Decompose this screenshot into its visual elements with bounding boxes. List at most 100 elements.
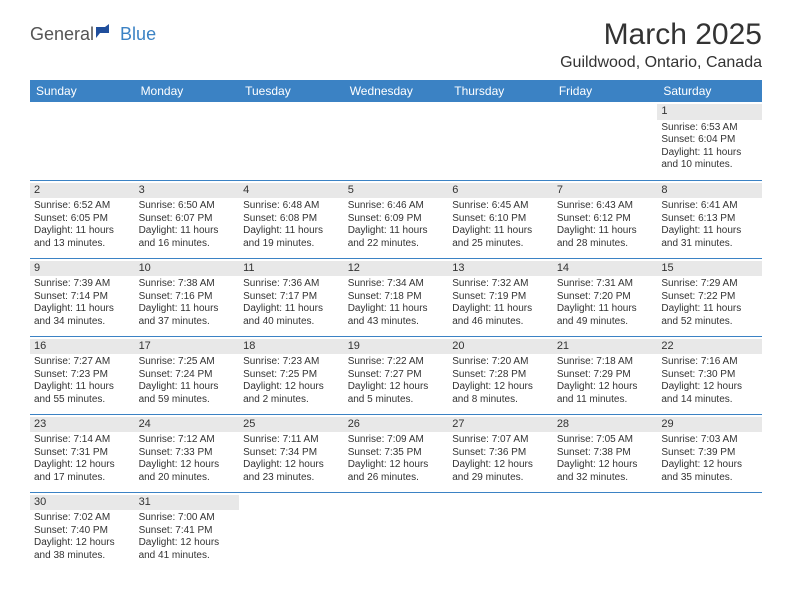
calendar-cell: 8Sunrise: 6:41 AMSunset: 6:13 PMDaylight… xyxy=(657,180,762,258)
day-details: Sunrise: 7:05 AMSunset: 7:38 PMDaylight:… xyxy=(557,434,654,484)
day-number: 7 xyxy=(553,183,658,199)
calendar-cell: 23Sunrise: 7:14 AMSunset: 7:31 PMDayligh… xyxy=(30,414,135,492)
day-details: Sunrise: 7:14 AMSunset: 7:31 PMDaylight:… xyxy=(34,434,131,484)
day-details: Sunrise: 7:23 AMSunset: 7:25 PMDaylight:… xyxy=(243,356,340,406)
day-details: Sunrise: 7:39 AMSunset: 7:14 PMDaylight:… xyxy=(34,278,131,328)
calendar-cell: 30Sunrise: 7:02 AMSunset: 7:40 PMDayligh… xyxy=(30,492,135,570)
calendar-cell: 10Sunrise: 7:38 AMSunset: 7:16 PMDayligh… xyxy=(135,258,240,336)
calendar-cell: 11Sunrise: 7:36 AMSunset: 7:17 PMDayligh… xyxy=(239,258,344,336)
day-details: Sunrise: 7:09 AMSunset: 7:35 PMDaylight:… xyxy=(348,434,445,484)
calendar-week: 23Sunrise: 7:14 AMSunset: 7:31 PMDayligh… xyxy=(30,414,762,492)
logo-text-general: General xyxy=(30,24,94,45)
day-number: 10 xyxy=(135,261,240,277)
day-header: Wednesday xyxy=(344,80,449,102)
calendar-cell: 14Sunrise: 7:31 AMSunset: 7:20 PMDayligh… xyxy=(553,258,658,336)
calendar-cell: 7Sunrise: 6:43 AMSunset: 6:12 PMDaylight… xyxy=(553,180,658,258)
calendar-cell: 9Sunrise: 7:39 AMSunset: 7:14 PMDaylight… xyxy=(30,258,135,336)
calendar-cell: 22Sunrise: 7:16 AMSunset: 7:30 PMDayligh… xyxy=(657,336,762,414)
day-details: Sunrise: 7:07 AMSunset: 7:36 PMDaylight:… xyxy=(452,434,549,484)
day-details: Sunrise: 7:25 AMSunset: 7:24 PMDaylight:… xyxy=(139,356,236,406)
logo: General Blue xyxy=(30,18,156,45)
page-header: General Blue March 2025 Guildwood, Ontar… xyxy=(30,18,762,72)
day-details: Sunrise: 6:46 AMSunset: 6:09 PMDaylight:… xyxy=(348,200,445,250)
day-header: Thursday xyxy=(448,80,553,102)
day-details: Sunrise: 6:48 AMSunset: 6:08 PMDaylight:… xyxy=(243,200,340,250)
day-details: Sunrise: 7:02 AMSunset: 7:40 PMDaylight:… xyxy=(34,512,131,562)
calendar-cell: 2Sunrise: 6:52 AMSunset: 6:05 PMDaylight… xyxy=(30,180,135,258)
day-number: 8 xyxy=(657,183,762,199)
day-details: Sunrise: 7:03 AMSunset: 7:39 PMDaylight:… xyxy=(661,434,758,484)
day-details: Sunrise: 7:12 AMSunset: 7:33 PMDaylight:… xyxy=(139,434,236,484)
day-number: 11 xyxy=(239,261,344,277)
calendar-cell: 18Sunrise: 7:23 AMSunset: 7:25 PMDayligh… xyxy=(239,336,344,414)
day-details: Sunrise: 7:32 AMSunset: 7:19 PMDaylight:… xyxy=(452,278,549,328)
calendar-cell: 26Sunrise: 7:09 AMSunset: 7:35 PMDayligh… xyxy=(344,414,449,492)
day-details: Sunrise: 7:36 AMSunset: 7:17 PMDaylight:… xyxy=(243,278,340,328)
calendar-week: 30Sunrise: 7:02 AMSunset: 7:40 PMDayligh… xyxy=(30,492,762,570)
flag-icon xyxy=(96,24,118,45)
calendar-cell: 16Sunrise: 7:27 AMSunset: 7:23 PMDayligh… xyxy=(30,336,135,414)
day-number: 26 xyxy=(344,417,449,433)
day-number: 20 xyxy=(448,339,553,355)
day-details: Sunrise: 7:16 AMSunset: 7:30 PMDaylight:… xyxy=(661,356,758,406)
day-number: 12 xyxy=(344,261,449,277)
calendar-cell: 17Sunrise: 7:25 AMSunset: 7:24 PMDayligh… xyxy=(135,336,240,414)
calendar-cell: 27Sunrise: 7:07 AMSunset: 7:36 PMDayligh… xyxy=(448,414,553,492)
day-details: Sunrise: 6:52 AMSunset: 6:05 PMDaylight:… xyxy=(34,200,131,250)
calendar-cell xyxy=(344,492,449,570)
day-number: 29 xyxy=(657,417,762,433)
day-number: 6 xyxy=(448,183,553,199)
day-number: 28 xyxy=(553,417,658,433)
day-details: Sunrise: 7:29 AMSunset: 7:22 PMDaylight:… xyxy=(661,278,758,328)
calendar-cell: 4Sunrise: 6:48 AMSunset: 6:08 PMDaylight… xyxy=(239,180,344,258)
month-title: March 2025 xyxy=(560,18,762,52)
day-number: 19 xyxy=(344,339,449,355)
calendar-cell xyxy=(553,102,658,180)
calendar-cell xyxy=(344,102,449,180)
calendar-cell xyxy=(448,102,553,180)
day-details: Sunrise: 6:50 AMSunset: 6:07 PMDaylight:… xyxy=(139,200,236,250)
day-number: 31 xyxy=(135,495,240,511)
calendar-page: General Blue March 2025 Guildwood, Ontar… xyxy=(0,0,792,580)
calendar-week: 16Sunrise: 7:27 AMSunset: 7:23 PMDayligh… xyxy=(30,336,762,414)
calendar-cell xyxy=(553,492,658,570)
calendar-cell: 29Sunrise: 7:03 AMSunset: 7:39 PMDayligh… xyxy=(657,414,762,492)
day-number: 2 xyxy=(30,183,135,199)
day-number: 18 xyxy=(239,339,344,355)
day-number: 24 xyxy=(135,417,240,433)
calendar-cell: 15Sunrise: 7:29 AMSunset: 7:22 PMDayligh… xyxy=(657,258,762,336)
day-number: 25 xyxy=(239,417,344,433)
logo-text-blue: Blue xyxy=(120,24,156,45)
day-number: 22 xyxy=(657,339,762,355)
day-details: Sunrise: 7:11 AMSunset: 7:34 PMDaylight:… xyxy=(243,434,340,484)
day-number: 13 xyxy=(448,261,553,277)
calendar-cell: 24Sunrise: 7:12 AMSunset: 7:33 PMDayligh… xyxy=(135,414,240,492)
calendar-cell: 28Sunrise: 7:05 AMSunset: 7:38 PMDayligh… xyxy=(553,414,658,492)
calendar-cell: 3Sunrise: 6:50 AMSunset: 6:07 PMDaylight… xyxy=(135,180,240,258)
day-number: 5 xyxy=(344,183,449,199)
day-header: Friday xyxy=(553,80,658,102)
calendar-cell xyxy=(135,102,240,180)
day-details: Sunrise: 6:53 AMSunset: 6:04 PMDaylight:… xyxy=(661,122,758,172)
day-details: Sunrise: 7:34 AMSunset: 7:18 PMDaylight:… xyxy=(348,278,445,328)
day-number: 21 xyxy=(553,339,658,355)
calendar-cell xyxy=(239,492,344,570)
calendar-cell xyxy=(239,102,344,180)
day-header: Tuesday xyxy=(239,80,344,102)
calendar-body: 1Sunrise: 6:53 AMSunset: 6:04 PMDaylight… xyxy=(30,102,762,570)
calendar-cell: 12Sunrise: 7:34 AMSunset: 7:18 PMDayligh… xyxy=(344,258,449,336)
calendar-cell: 6Sunrise: 6:45 AMSunset: 6:10 PMDaylight… xyxy=(448,180,553,258)
calendar-cell: 19Sunrise: 7:22 AMSunset: 7:27 PMDayligh… xyxy=(344,336,449,414)
calendar-cell xyxy=(448,492,553,570)
day-details: Sunrise: 6:45 AMSunset: 6:10 PMDaylight:… xyxy=(452,200,549,250)
calendar-cell: 5Sunrise: 6:46 AMSunset: 6:09 PMDaylight… xyxy=(344,180,449,258)
calendar-cell: 21Sunrise: 7:18 AMSunset: 7:29 PMDayligh… xyxy=(553,336,658,414)
day-details: Sunrise: 7:31 AMSunset: 7:20 PMDaylight:… xyxy=(557,278,654,328)
day-header: Sunday xyxy=(30,80,135,102)
calendar-cell: 20Sunrise: 7:20 AMSunset: 7:28 PMDayligh… xyxy=(448,336,553,414)
calendar-table: Sunday Monday Tuesday Wednesday Thursday… xyxy=(30,80,762,570)
calendar-cell: 31Sunrise: 7:00 AMSunset: 7:41 PMDayligh… xyxy=(135,492,240,570)
day-details: Sunrise: 7:38 AMSunset: 7:16 PMDaylight:… xyxy=(139,278,236,328)
day-number: 17 xyxy=(135,339,240,355)
calendar-cell: 1Sunrise: 6:53 AMSunset: 6:04 PMDaylight… xyxy=(657,102,762,180)
